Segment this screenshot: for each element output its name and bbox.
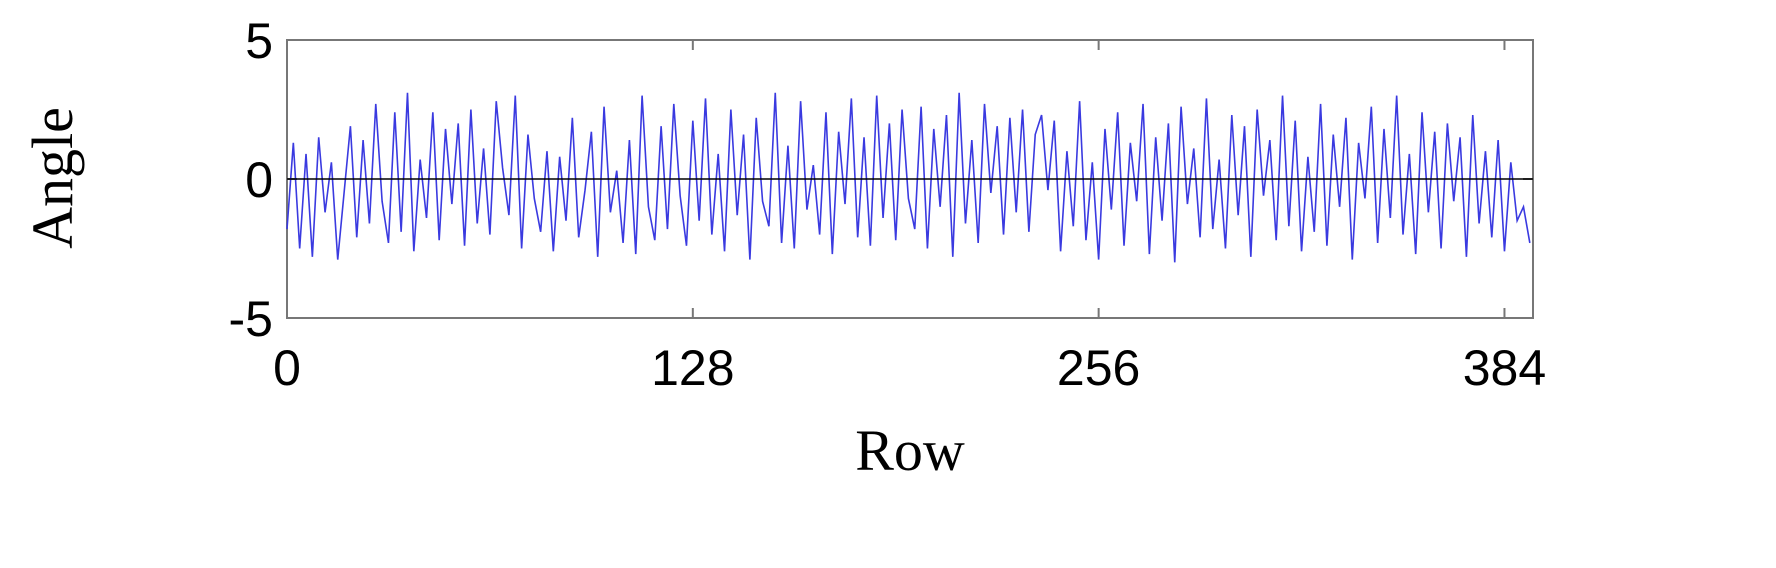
y-axis-label: Angle [20,107,85,249]
x-tick-label: 256 [1057,340,1140,396]
y-tick-label: 5 [245,13,273,69]
y-tick-label: 0 [245,152,273,208]
x-tick-label: 384 [1463,340,1546,396]
y-tick-label: -5 [229,291,273,347]
data-line [286,92,1531,263]
x-tick-label: 128 [651,340,734,396]
x-axis-label: Row [855,418,965,483]
x-tick-label: 0 [273,340,301,396]
